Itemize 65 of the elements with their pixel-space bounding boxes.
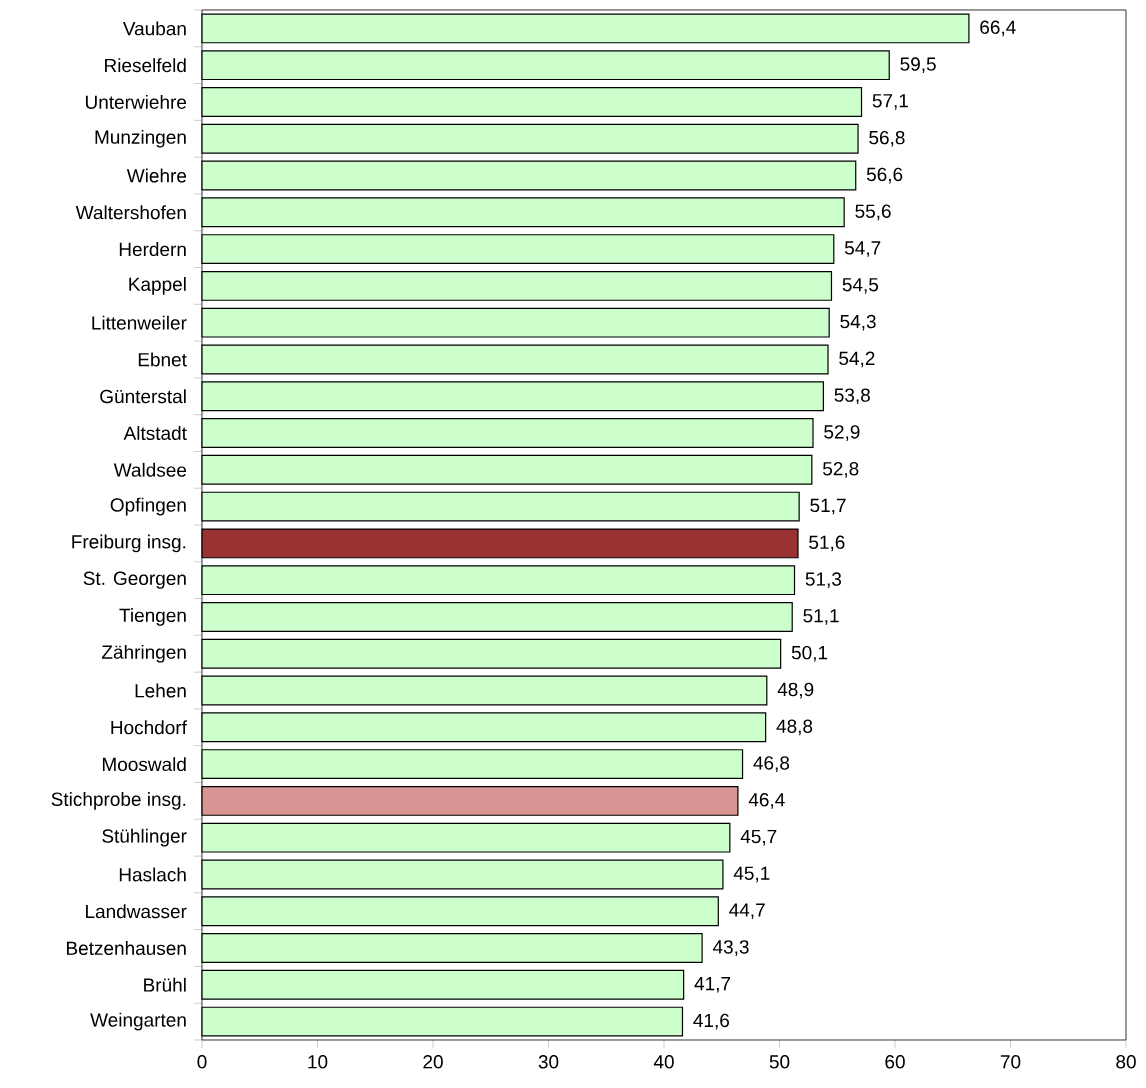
y-tick-label: Herdern — [119, 242, 186, 257]
x-tick-label: 70 — [1000, 1055, 1021, 1069]
x-tick-label: 40 — [653, 1055, 674, 1069]
y-tick-label: Brühl — [144, 977, 186, 992]
data-label: 51,1 — [803, 609, 839, 625]
data-label: 53,8 — [834, 388, 870, 405]
y-tick-label: Unterwiehre — [85, 94, 187, 109]
data-label: 52,8 — [823, 461, 859, 478]
y-tick-label: Vauban — [122, 21, 186, 36]
y-tick-label: Ebnet — [138, 352, 187, 367]
x-tick-label: 20 — [423, 1055, 443, 1069]
y-tick-label: Altstadt — [123, 426, 187, 441]
data-label: 48,9 — [777, 682, 814, 699]
x-tick-label: 0 — [197, 1055, 207, 1069]
data-label: 56,6 — [866, 167, 903, 184]
y-tick-label: Wiehre — [126, 168, 187, 183]
data-label: 54,2 — [839, 351, 875, 368]
data-label: 66,4 — [980, 20, 1016, 37]
y-tick-label: Haslach — [119, 867, 186, 882]
y-tick-label: Munzingen — [95, 129, 186, 148]
x-tick-label: 10 — [308, 1055, 328, 1069]
x-tick-label: 50 — [769, 1055, 790, 1069]
data-label: 54,5 — [842, 278, 879, 294]
data-label: 46,8 — [753, 756, 790, 772]
data-label: 41,6 — [693, 1013, 730, 1030]
y-tick-label: St. Georgen — [83, 571, 186, 589]
y-tick-label: Waldsee — [113, 462, 187, 477]
data-label: 57,1 — [872, 94, 908, 110]
y-tick-label: Zähringen — [101, 644, 186, 663]
y-tick-label: Opfingen — [110, 497, 186, 516]
y-tick-label: Landwasser — [86, 904, 187, 919]
data-label: 51,6 — [809, 535, 845, 552]
y-tick-label: Littenweiler — [92, 315, 187, 330]
y-tick-label: Lehen — [135, 683, 186, 698]
data-label: 45,1 — [733, 866, 770, 883]
y-tick-label: Mooswald — [102, 757, 186, 772]
data-label: 45,7 — [740, 829, 777, 846]
y-tick-label: Betzenhausen — [67, 941, 186, 956]
x-tick-label: 80 — [1116, 1055, 1136, 1069]
data-label: 50,1 — [791, 645, 828, 662]
data-label: 48,8 — [776, 719, 813, 736]
y-tick-label: Weingarten — [90, 1012, 186, 1031]
data-label: 54,3 — [840, 314, 876, 331]
data-label: 44,7 — [729, 903, 765, 920]
y-tick-label: Stichprobe insg. — [51, 792, 186, 810]
data-label: 54,7 — [844, 241, 881, 257]
data-label: 51,7 — [810, 498, 846, 515]
y-tick-label: Kappel — [129, 277, 186, 295]
data-label: 52,9 — [824, 425, 860, 441]
data-label: 51,3 — [805, 572, 842, 589]
data-label: 56,8 — [869, 130, 905, 147]
y-tick-label: Rieselfeld — [105, 58, 186, 73]
y-tick-label: Tiengen — [119, 608, 186, 626]
y-tick-label: Hochdorf — [111, 720, 187, 735]
x-tick-label: 30 — [538, 1055, 559, 1069]
x-tick-label: 60 — [885, 1055, 905, 1069]
y-tick-label: Waltershofen — [75, 205, 186, 220]
data-label: 55,6 — [855, 204, 891, 221]
y-tick-label: Freiburg insg. — [72, 534, 186, 553]
data-label: 59,5 — [900, 57, 936, 74]
data-label: 46,4 — [748, 793, 785, 809]
y-tick-label: Günterstal — [100, 389, 186, 404]
data-label: 43,3 — [712, 940, 749, 956]
y-tick-label: Stühlinger — [102, 828, 187, 847]
data-label: 41,7 — [694, 977, 731, 993]
